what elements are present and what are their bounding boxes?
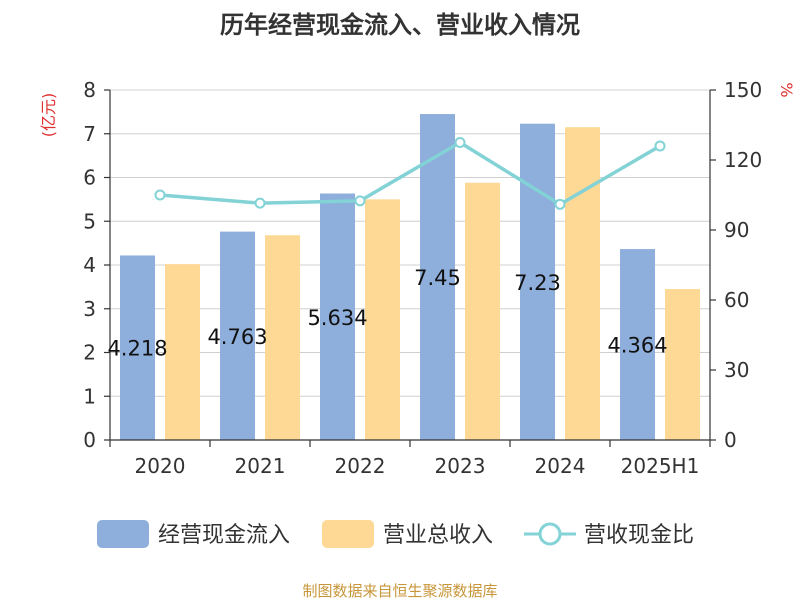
left-tick-label: 7 [83, 122, 96, 146]
left-tick-label: 2 [83, 341, 96, 365]
data-label-cash-inflow: 4.364 [607, 334, 667, 358]
data-label-cash-inflow: 7.23 [514, 271, 561, 295]
right-axis-ticks: 0 30 60 90 120 150 [710, 78, 762, 452]
x-tick-label: 2021 [235, 454, 286, 478]
x-axis-ticks: 2020 2021 2022 2023 2024 2025H1 [135, 454, 700, 478]
legend: 经营现金流入 营业总收入 营收现金比 [97, 520, 694, 548]
ratio-point[interactable] [354, 195, 366, 207]
bar-cash-inflow[interactable] [420, 114, 455, 440]
chart-title: 历年经营现金流入、营业收入情况 [220, 11, 580, 39]
source-note: 制图数据来自恒生聚源数据库 [302, 582, 497, 600]
data-label-cash-inflow: 7.45 [414, 266, 461, 290]
ratio-point[interactable] [154, 189, 166, 201]
x-tick-label: 2023 [435, 454, 486, 478]
left-axis-unit: (亿元) [39, 93, 58, 138]
legend-item-revenue[interactable]: 营业总收入 [322, 520, 493, 548]
ratio-point[interactable] [254, 197, 266, 209]
left-axis-ticks: 0 1 2 3 4 5 6 7 8 [83, 78, 110, 452]
left-tick-label: 6 [83, 166, 96, 190]
bar-revenue[interactable] [265, 235, 300, 440]
bar-cash-inflow[interactable] [220, 231, 255, 440]
legend-item-ratio[interactable]: 营收现金比 [524, 522, 694, 548]
x-tick-label: 2024 [535, 454, 586, 478]
right-tick-label: 150 [724, 78, 762, 102]
ratio-line-path [159, 140, 661, 207]
x-tick-label: 2022 [335, 454, 386, 478]
ratio-point[interactable] [454, 137, 466, 148]
grid-lines [110, 89, 710, 397]
legend-swatch-ratio-marker [538, 522, 562, 546]
right-axis-unit: % [777, 82, 796, 97]
bar-cash-inflow[interactable] [320, 193, 355, 440]
data-labels: 4.218 4.763 5.634 7.45 7.23 4.364 [107, 266, 667, 361]
bar-cash-inflow[interactable] [520, 123, 555, 440]
bar-revenue[interactable] [565, 127, 600, 440]
bar-revenue[interactable] [165, 264, 200, 440]
bars [120, 114, 700, 440]
right-tick-label: 120 [724, 148, 762, 172]
left-tick-label: 3 [83, 297, 96, 321]
ratio-point[interactable] [554, 198, 566, 210]
ratio-point[interactable] [654, 140, 666, 152]
left-tick-label: 1 [83, 384, 96, 408]
left-tick-label: 0 [83, 428, 96, 452]
bar-revenue[interactable] [665, 289, 700, 440]
legend-swatch-cash-inflow [97, 520, 149, 548]
legend-label-revenue: 营业总收入 [383, 523, 493, 548]
right-tick-label: 90 [724, 218, 749, 242]
legend-label-ratio: 营收现金比 [584, 523, 694, 548]
legend-swatch-revenue [322, 520, 374, 548]
x-tick-label: 2025H1 [621, 454, 700, 478]
bar-cash-inflow[interactable] [620, 249, 655, 440]
data-label-cash-inflow: 4.763 [207, 325, 267, 349]
x-tick-label: 2020 [135, 454, 186, 478]
left-tick-label: 4 [83, 253, 96, 277]
data-label-cash-inflow: 4.218 [107, 337, 167, 361]
bar-cash-inflow[interactable] [120, 255, 155, 440]
bar-revenue[interactable] [465, 182, 500, 440]
right-tick-label: 60 [724, 288, 749, 312]
ratio-line [154, 137, 666, 210]
legend-item-cash-inflow[interactable]: 经营现金流入 [97, 520, 290, 548]
right-tick-label: 0 [724, 428, 737, 452]
left-tick-label: 8 [83, 78, 96, 102]
left-tick-label: 5 [83, 209, 96, 233]
right-tick-label: 30 [724, 358, 749, 382]
data-label-cash-inflow: 5.634 [307, 306, 367, 330]
bar-revenue[interactable] [365, 199, 400, 440]
legend-label-cash-inflow: 经营现金流入 [158, 523, 290, 548]
